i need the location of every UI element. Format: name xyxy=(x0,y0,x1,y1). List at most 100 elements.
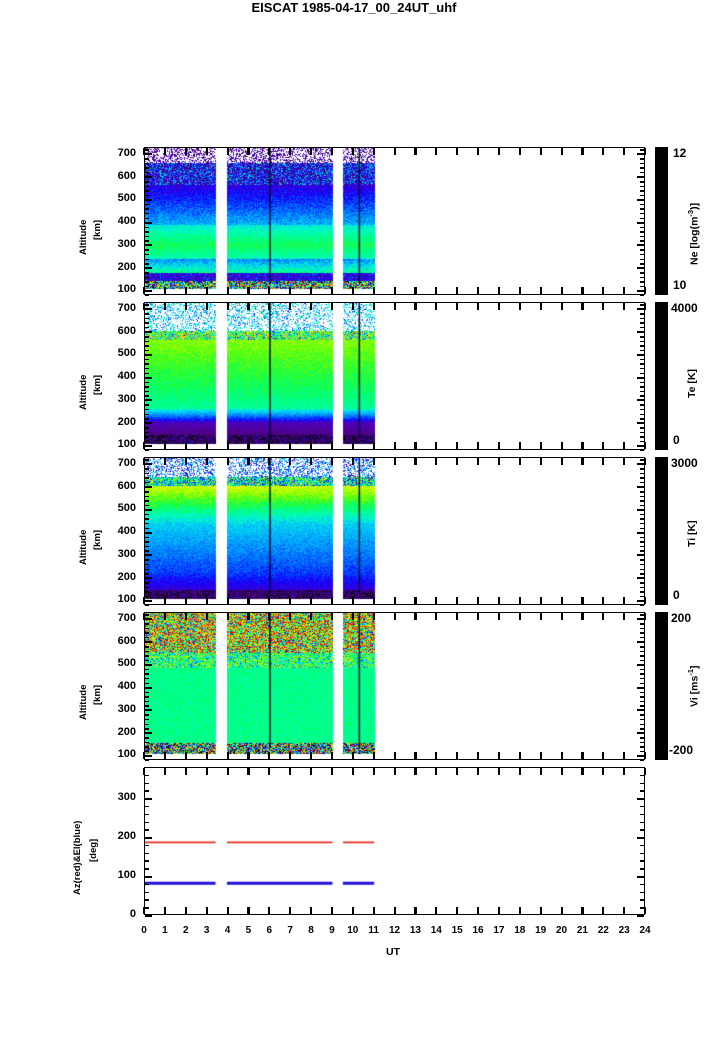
xtick-mark xyxy=(372,458,375,465)
ytick-minor xyxy=(640,217,644,219)
ytick-minor xyxy=(145,377,149,379)
xtick-mark xyxy=(414,907,417,914)
ytick-minor xyxy=(640,285,644,288)
ytick-minor xyxy=(145,891,149,894)
xtick-mark xyxy=(497,458,501,465)
xtick-label: 21 xyxy=(576,925,588,936)
ytick-minor xyxy=(640,700,644,703)
panel-ne-ylabel-altitude: Altitude xyxy=(78,219,89,255)
ytick-label: 700 xyxy=(117,611,136,624)
xtick-mark xyxy=(372,303,375,310)
xtick-mark xyxy=(372,752,375,759)
xtick-mark xyxy=(351,458,354,465)
ytick-minor xyxy=(145,149,149,151)
colorbar-ne-min: 10 xyxy=(673,278,687,292)
ytick-minor xyxy=(145,641,149,643)
ytick-minor xyxy=(145,915,149,917)
xtick-mark xyxy=(414,597,417,604)
xtick-mark xyxy=(247,768,250,775)
xtick-mark xyxy=(644,768,647,775)
ytick-minor xyxy=(640,655,644,657)
xtick-mark xyxy=(289,907,292,914)
ytick-minor xyxy=(640,381,644,384)
xtick-mark xyxy=(644,907,647,914)
ytick-minor xyxy=(640,290,644,292)
ytick-minor xyxy=(145,327,149,329)
colorbar-ti-min: 0 xyxy=(673,588,680,602)
ytick-minor xyxy=(145,705,149,707)
xtick-mark xyxy=(351,752,354,759)
ytick-minor xyxy=(640,746,644,748)
ytick-minor xyxy=(145,646,149,648)
ytick-minor xyxy=(640,876,644,878)
xtick-mark xyxy=(581,752,584,759)
xtick-label: 16 xyxy=(472,925,484,936)
ytick-minor xyxy=(640,696,644,698)
xtick-mark xyxy=(539,458,542,465)
ytick-label: 500 xyxy=(117,502,136,515)
xtick-mark xyxy=(205,907,208,914)
ytick-minor xyxy=(145,308,149,311)
xtick-label: 9 xyxy=(329,925,335,936)
panel-ne xyxy=(144,147,645,295)
xtick-mark xyxy=(623,597,626,604)
ytick-minor xyxy=(145,445,149,447)
ytick-minor xyxy=(640,664,644,666)
ytick-minor xyxy=(145,368,149,370)
xtick-mark xyxy=(623,303,626,310)
ytick-minor xyxy=(145,468,149,470)
xtick-mark xyxy=(205,752,208,759)
ytick-minor xyxy=(640,868,644,870)
ytick-minor xyxy=(145,852,149,855)
xtick-label: 2 xyxy=(182,925,189,936)
xtick-mark xyxy=(623,442,626,449)
ytick-minor xyxy=(640,445,644,447)
xtick-mark xyxy=(539,907,542,914)
xtick-mark xyxy=(163,613,167,620)
ytick-minor xyxy=(640,821,644,823)
ytick-minor xyxy=(145,550,149,552)
xtick-mark xyxy=(330,613,334,620)
xtick-mark xyxy=(143,613,146,620)
ytick-minor xyxy=(640,627,644,630)
ytick-minor xyxy=(145,199,149,201)
ytick-minor xyxy=(145,153,149,156)
xtick-mark xyxy=(330,458,334,465)
xtick-mark xyxy=(560,597,563,604)
ytick-minor xyxy=(640,829,644,831)
xtick-mark xyxy=(393,907,396,914)
ytick-minor xyxy=(145,637,149,639)
ytick-minor xyxy=(640,258,644,260)
xtick-mark xyxy=(330,303,334,310)
panel-vi-ylabel-altitude: Altitude xyxy=(78,684,89,720)
colorbar-vi xyxy=(655,612,668,760)
xtick-mark xyxy=(289,768,292,775)
ytick-minor xyxy=(640,295,644,297)
xtick-mark xyxy=(477,287,480,294)
xtick-mark xyxy=(435,752,438,759)
ytick-minor xyxy=(145,322,149,324)
xtick-mark xyxy=(623,148,626,155)
ytick-minor xyxy=(145,541,149,543)
xtick-mark xyxy=(560,148,563,155)
xtick-mark xyxy=(143,148,146,155)
xtick-mark xyxy=(226,148,229,155)
colorbar-vi-min: -200 xyxy=(669,743,694,757)
ytick-label: 200 xyxy=(117,830,136,843)
ytick-minor xyxy=(145,272,149,274)
xtick-mark xyxy=(539,768,542,775)
colorbar-vi-label: Vi [ms-1] xyxy=(686,665,701,708)
ytick-minor xyxy=(640,322,644,324)
ytick-minor xyxy=(640,632,644,634)
ytick-minor xyxy=(145,907,149,909)
xtick-mark xyxy=(268,597,271,604)
xtick-mark xyxy=(226,442,229,449)
xtick-mark xyxy=(393,148,396,155)
xtick-mark xyxy=(518,458,521,465)
xtick-mark xyxy=(623,907,626,914)
xtick-mark xyxy=(351,303,354,310)
ytick-minor xyxy=(640,436,644,438)
xtick-mark xyxy=(477,303,480,310)
xtick-label: 3 xyxy=(203,925,210,936)
ytick-minor xyxy=(640,760,644,762)
